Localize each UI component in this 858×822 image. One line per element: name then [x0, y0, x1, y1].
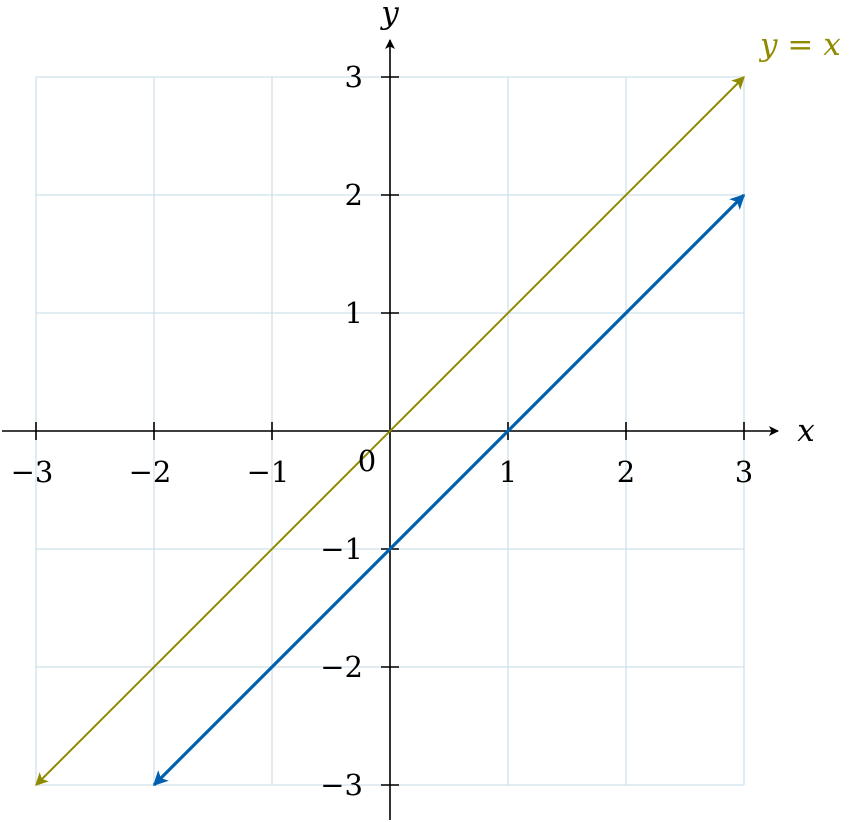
x-tick-label: −2	[129, 455, 172, 489]
origin-label: 0	[358, 444, 376, 478]
y-tick-label: 1	[345, 296, 363, 330]
labels: −3 −2 −1 1 2 3 −3 −2 −1 1 2 3 0 x y y = x	[11, 0, 842, 802]
series-label: y = x	[758, 27, 841, 63]
y-tick-label: −3	[320, 768, 363, 802]
y-tick-label: −1	[320, 532, 363, 566]
x-tick-label: −1	[247, 455, 290, 489]
y-tick-label: 2	[345, 178, 363, 212]
x-tick-label: 3	[735, 455, 753, 489]
x-tick-label: −3	[11, 455, 54, 489]
y-tick-label: −2	[320, 650, 363, 684]
x-axis-title: x	[797, 413, 815, 449]
x-tick-label: 1	[499, 455, 517, 489]
y-tick-label: 3	[345, 60, 363, 94]
y-axis-title: y	[379, 0, 399, 31]
series-line-shifted	[152, 193, 746, 787]
x-tick-label: 2	[617, 455, 635, 489]
series	[35, 76, 746, 787]
